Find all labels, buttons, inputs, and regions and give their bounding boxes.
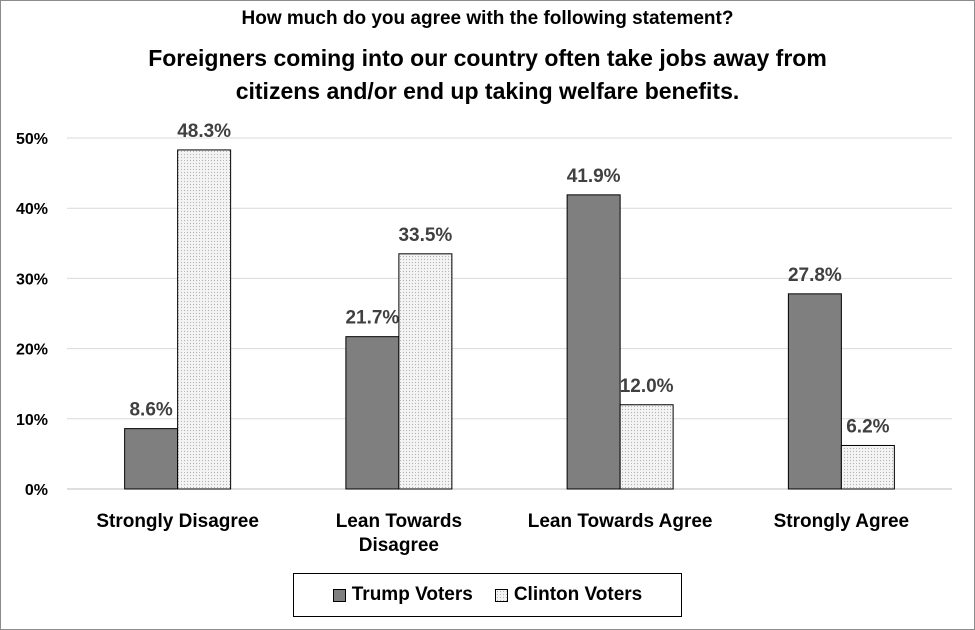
chart-subtitle: Foreigners coming into our country often… bbox=[148, 45, 827, 104]
legend-swatch-trump bbox=[332, 588, 346, 602]
data-label: 21.7% bbox=[345, 308, 399, 329]
legend-item-trump: Trump Voters bbox=[332, 584, 473, 606]
data-label: 48.3% bbox=[177, 121, 231, 142]
bar-clinton bbox=[398, 253, 453, 490]
y-tick-label: 0% bbox=[25, 482, 48, 499]
y-tick-label: 30% bbox=[16, 271, 48, 288]
data-label: 12.0% bbox=[620, 376, 674, 397]
x-category-label: Strongly Disagree bbox=[96, 511, 259, 532]
legend: Trump Voters Clinton Voters bbox=[293, 573, 682, 617]
legend-label-clinton: Clinton Voters bbox=[513, 584, 643, 605]
bar-trump bbox=[345, 336, 400, 490]
chart-title: How much do you agree with the following… bbox=[241, 8, 734, 29]
bar-clinton bbox=[840, 444, 895, 490]
legend-item-clinton: Clinton Voters bbox=[494, 584, 643, 606]
bar-trump bbox=[787, 293, 842, 490]
data-label: 8.6% bbox=[129, 400, 172, 421]
bar-trump bbox=[566, 194, 621, 490]
x-category-label: Disagree bbox=[359, 535, 439, 556]
x-category-label: Strongly Agree bbox=[774, 511, 910, 532]
y-tick-label: 40% bbox=[16, 201, 48, 218]
bar-clinton bbox=[619, 404, 674, 490]
y-tick-label: 10% bbox=[16, 412, 48, 429]
data-label: 6.2% bbox=[846, 416, 889, 437]
bar-clinton bbox=[177, 149, 232, 490]
data-label: 33.5% bbox=[398, 225, 452, 246]
y-tick-label: 50% bbox=[16, 131, 48, 148]
legend-swatch-clinton bbox=[494, 588, 508, 602]
data-label: 27.8% bbox=[788, 265, 842, 286]
legend-label-trump: Trump Voters bbox=[351, 584, 473, 605]
data-label: 41.9% bbox=[567, 166, 621, 187]
y-tick-label: 20% bbox=[16, 342, 48, 359]
x-category-label: Lean Towards Agree bbox=[528, 511, 713, 532]
x-category-label: Lean Towards bbox=[336, 511, 462, 532]
bar-trump bbox=[124, 428, 179, 490]
